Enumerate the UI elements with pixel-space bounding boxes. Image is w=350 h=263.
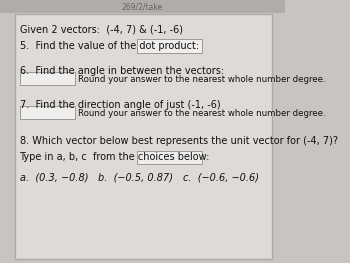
Text: Round your answer to the nearest whole number degree.: Round your answer to the nearest whole n… [78, 109, 326, 118]
Text: 8. Which vector below best represents the unit vector for (-4, 7)?: 8. Which vector below best represents th… [20, 136, 337, 146]
Bar [136, 39, 202, 53]
Bar [20, 72, 75, 85]
Text: 5.  Find the value of the dot product:: 5. Find the value of the dot product: [20, 41, 199, 51]
Text: Round your answer to the nearest whole number degree.: Round your answer to the nearest whole n… [78, 74, 326, 83]
Bar [0, 0, 285, 13]
Text: 6.  Find the angle in between the vectors:: 6. Find the angle in between the vectors… [20, 66, 224, 76]
Text: Type in a, b, c  from the choices below:: Type in a, b, c from the choices below: [20, 152, 210, 162]
Bar [136, 151, 202, 164]
Text: 7.  Find the direction angle of just (-1, -6): 7. Find the direction angle of just (-1,… [20, 100, 220, 110]
Text: Given 2 vectors:  (-4, 7) & (-1, -6): Given 2 vectors: (-4, 7) & (-1, -6) [20, 25, 182, 35]
Text: b.  (−0.5, 0.87): b. (−0.5, 0.87) [98, 173, 173, 183]
Text: c.  (−0.6, −0.6): c. (−0.6, −0.6) [183, 173, 259, 183]
Bar [20, 106, 75, 119]
Text: a.  (0.3, −0.8): a. (0.3, −0.8) [20, 173, 88, 183]
Text: 269/2/take: 269/2/take [122, 3, 163, 12]
